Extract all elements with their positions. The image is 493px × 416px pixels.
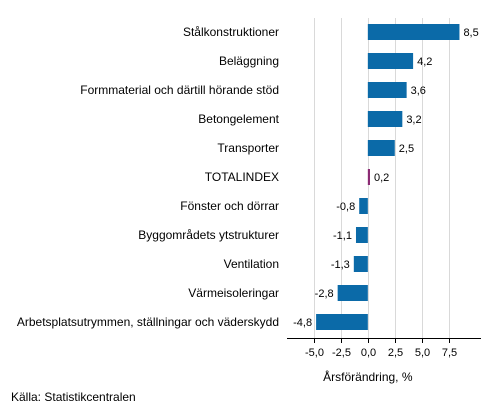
value-label: -0,8 [336, 201, 355, 213]
category-label: Fönster och dörrar [180, 199, 279, 213]
x-axis: -5,0 -2,5 0,0 2,5 5,0 7,5 [287, 338, 481, 359]
value-label: 3,6 [411, 85, 426, 97]
category-label: Betongelement [198, 112, 279, 126]
value-labels: 8,5 4,2 3,6 3,2 2,5 0,2 -0,8 -1,1 -1,3 -2,8 -4,8 [293, 27, 479, 329]
bar-ventilation [353, 256, 368, 272]
value-label: -4,8 [293, 317, 312, 329]
x-axis-title: Årsförändring, % [323, 369, 413, 384]
category-label: Stålkonstruktioner [183, 25, 279, 39]
bar-totalindex [367, 169, 370, 185]
bar-stalkonstruktioner [367, 24, 460, 40]
bars [316, 24, 460, 330]
bar-belaggning [367, 53, 414, 69]
x-tick-label: 7,5 [442, 347, 457, 359]
bar-formmaterial-och-dartill-horande-stod [367, 82, 407, 98]
bar-betongelement [367, 111, 403, 127]
value-label: -2,8 [315, 288, 334, 300]
value-label: 3,2 [406, 114, 421, 126]
category-label: Transporter [217, 141, 279, 155]
category-label: Ventilation [224, 257, 279, 271]
category-label: Beläggning [219, 54, 279, 68]
x-tick-label: -2,5 [332, 347, 351, 359]
source-note: Källa: Statistikcentralen [11, 390, 136, 404]
value-label: -1,3 [331, 259, 350, 271]
category-label: Byggområdets ytstrukturer [138, 228, 279, 242]
category-label: Formmaterial och därtill hörande stöd [80, 83, 279, 97]
value-label: 4,2 [417, 56, 432, 68]
category-label: Arbetsplatsutrymmen, ställningar och väd… [17, 315, 279, 329]
bar-byggomradets-ytstrukturer [355, 227, 368, 243]
category-label: Värmeisoleringar [188, 286, 279, 300]
bar-transporter [367, 140, 395, 156]
x-tick-label: 0,0 [361, 347, 376, 359]
value-label: 2,5 [399, 143, 414, 155]
x-tick-label: -5,0 [305, 347, 324, 359]
x-tick-label: 2,5 [388, 347, 403, 359]
bar-arbetsplatsutrymmen-stallningar-och-vaderskydd [316, 314, 368, 330]
value-label: -1,1 [333, 230, 352, 242]
category-label: TOTALINDEX [205, 170, 279, 184]
value-label: 0,2 [374, 172, 389, 184]
category-labels: Stålkonstruktioner Beläggning Formmaterial… [17, 25, 280, 329]
bar-varmeisoleringar [337, 285, 368, 301]
x-tick-label: 5,0 [415, 347, 430, 359]
bar-fonster-och-dorrar [359, 198, 368, 214]
value-label: 8,5 [463, 27, 478, 39]
